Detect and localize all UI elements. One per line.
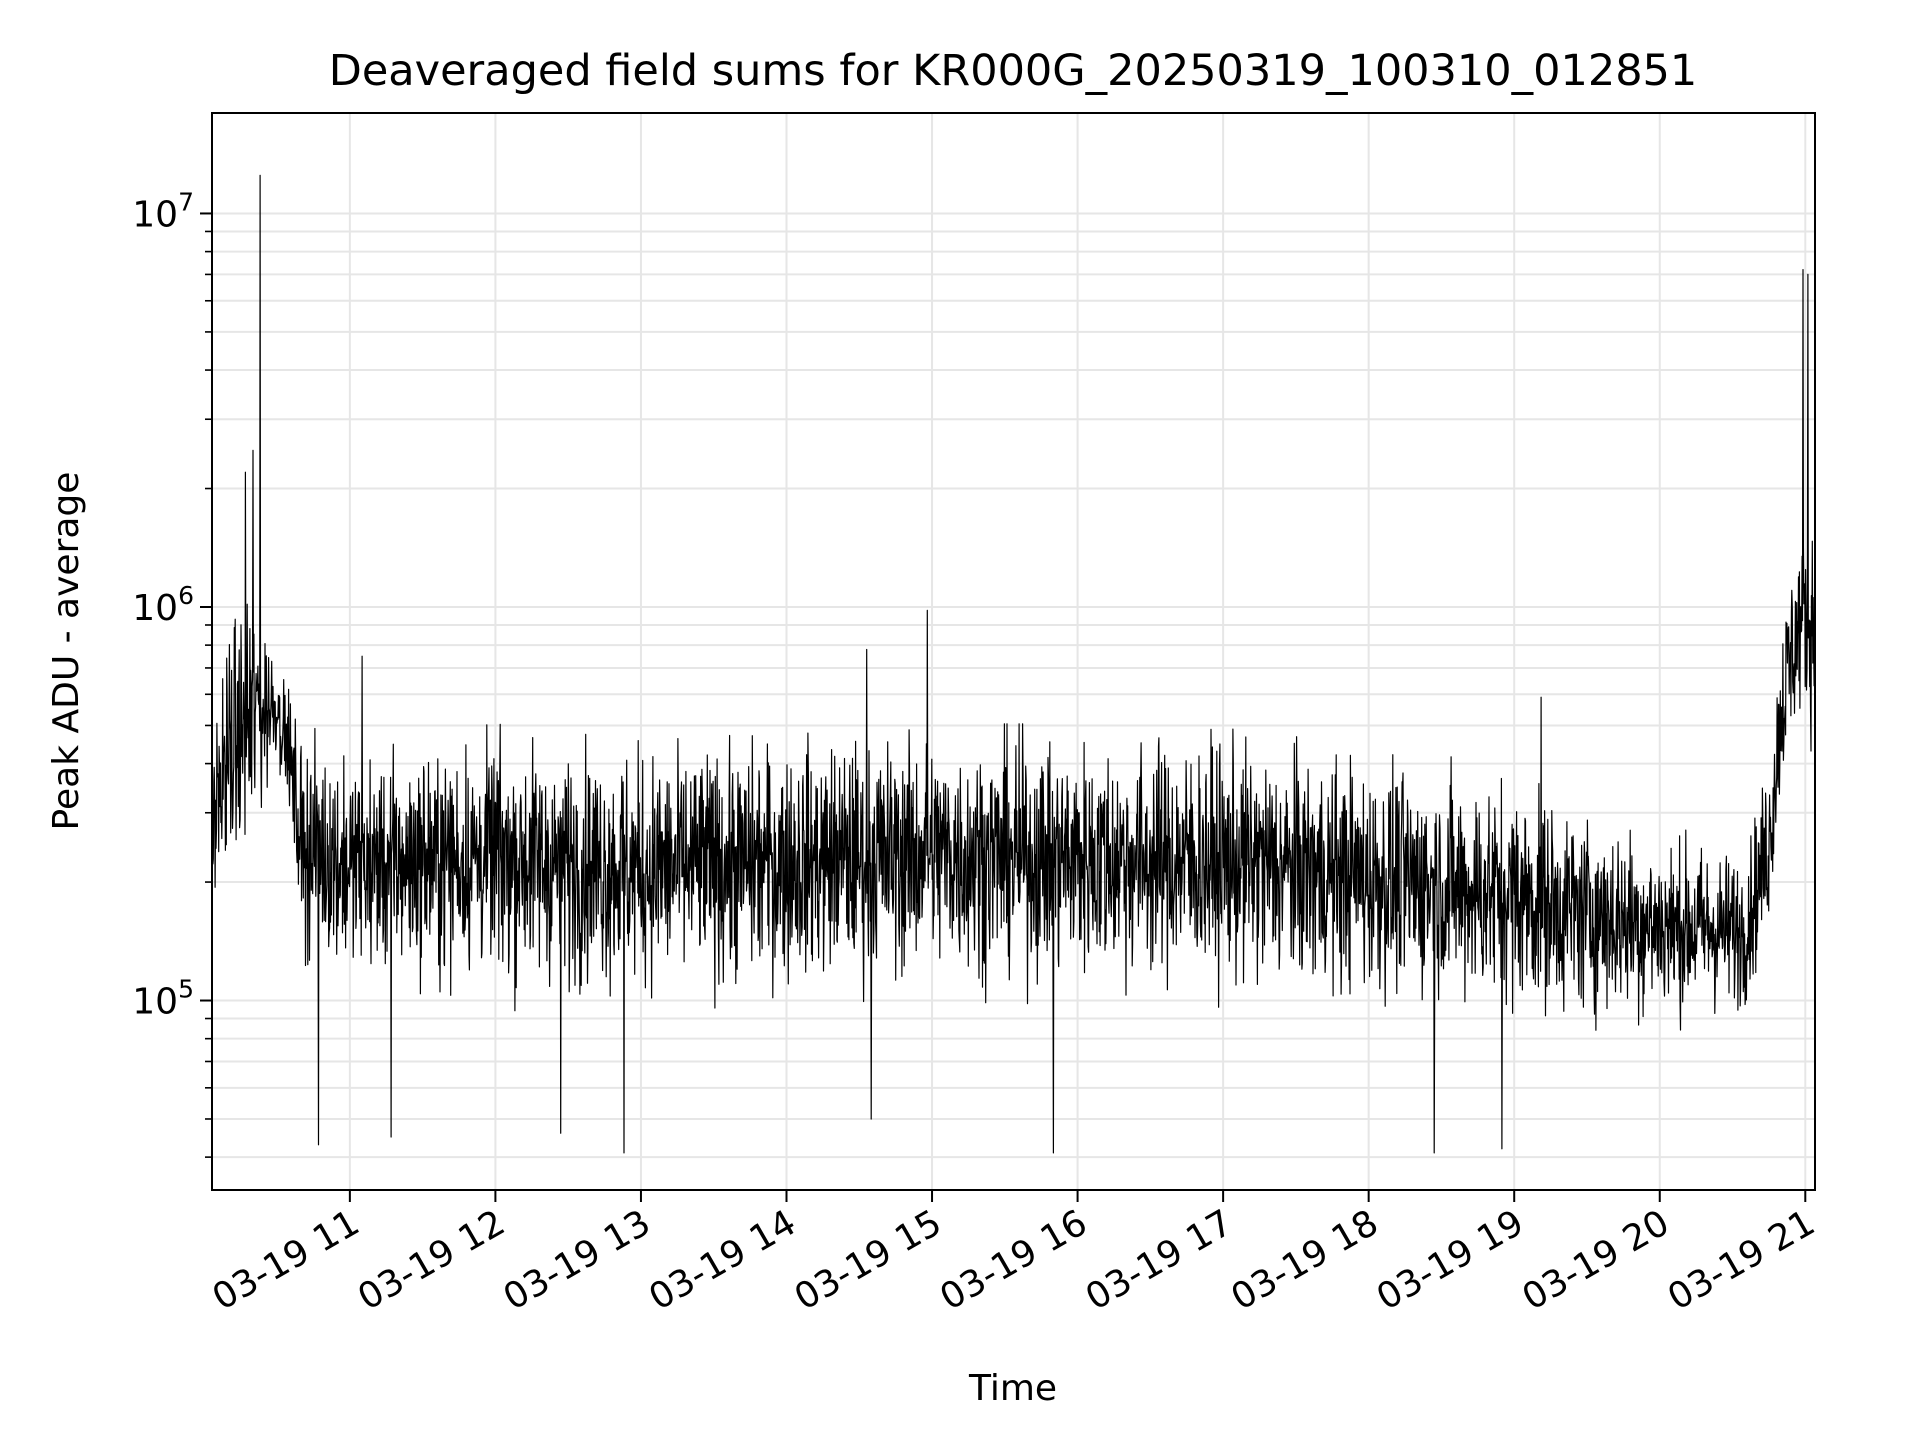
data-series — [211, 174, 1816, 1154]
plot-frame — [211, 112, 1816, 1191]
y-tick-label: 107 — [132, 187, 194, 235]
grid — [212, 113, 1815, 1190]
series-line — [211, 174, 1816, 1154]
y-tick-label: 105 — [132, 975, 194, 1023]
x-axis-label: Time — [968, 1368, 1057, 1409]
y-axis-label: Peak ADU - average — [46, 472, 87, 831]
y-tick-label: 106 — [132, 581, 194, 629]
chart-title: Deaveraged field sums for KR000G_2025031… — [329, 46, 1698, 96]
axis-ticks — [200, 212, 1807, 1202]
